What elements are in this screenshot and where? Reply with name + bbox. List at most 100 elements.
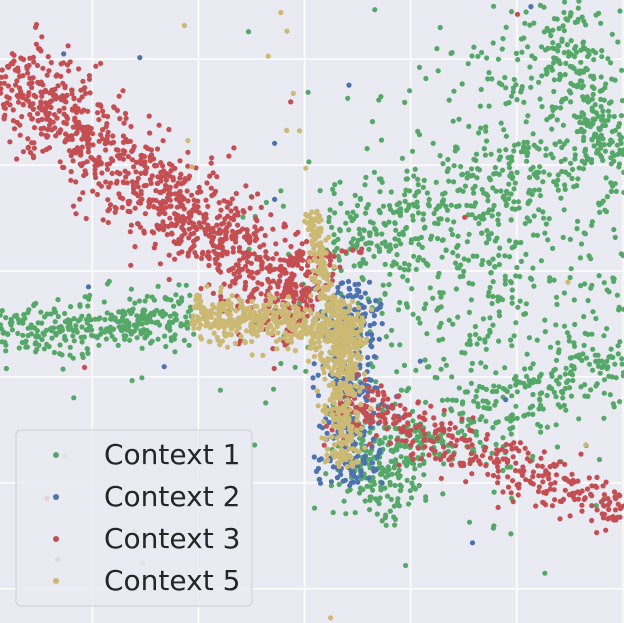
point-context-1 — [484, 55, 490, 61]
point-context-3 — [410, 451, 416, 457]
point-context-3 — [527, 478, 533, 484]
point-context-5 — [239, 298, 245, 304]
point-context-3 — [198, 189, 204, 195]
point-context-1 — [403, 461, 409, 467]
point-context-3 — [182, 176, 188, 182]
point-context-1 — [545, 45, 551, 52]
point-context-5 — [311, 353, 317, 360]
point-context-1 — [382, 291, 388, 297]
point-context-1 — [460, 399, 466, 405]
point-context-1 — [379, 440, 385, 446]
point-context-3 — [106, 184, 112, 190]
point-context-2 — [354, 287, 360, 293]
point-context-1 — [409, 286, 415, 292]
point-context-3 — [510, 499, 516, 505]
point-context-1 — [416, 241, 422, 247]
point-context-3 — [70, 158, 76, 164]
point-context-1 — [382, 261, 388, 267]
point-context-3 — [331, 253, 337, 259]
point-context-3 — [594, 530, 600, 536]
point-context-3 — [210, 290, 216, 296]
point-context-3 — [152, 241, 158, 247]
point-context-3 — [69, 107, 76, 113]
point-context-3 — [394, 437, 400, 443]
point-context-2 — [346, 82, 352, 88]
point-context-5 — [322, 376, 328, 382]
legend: Context 1 Context 2 Context 3 Context 5 — [15, 429, 253, 607]
point-context-3 — [606, 506, 612, 513]
point-context-5 — [181, 22, 187, 29]
point-context-1 — [573, 44, 579, 50]
point-context-1 — [495, 294, 501, 300]
point-context-5 — [252, 318, 258, 324]
point-context-3 — [143, 169, 149, 175]
point-context-3 — [219, 251, 225, 257]
point-context-1 — [464, 239, 470, 245]
point-context-1 — [577, 70, 583, 76]
point-context-2 — [350, 442, 356, 448]
point-context-1 — [473, 394, 479, 400]
point-context-1 — [466, 280, 472, 286]
point-context-1 — [350, 236, 357, 242]
point-context-1 — [486, 103, 492, 109]
point-context-1 — [142, 307, 148, 313]
point-context-3 — [192, 250, 198, 256]
point-context-1 — [539, 73, 545, 79]
point-context-1 — [595, 139, 602, 145]
point-context-1 — [592, 102, 598, 108]
point-context-3 — [282, 342, 288, 348]
point-context-1 — [349, 218, 355, 224]
point-context-1 — [450, 321, 456, 327]
point-context-3 — [209, 193, 215, 199]
point-context-1 — [517, 273, 523, 280]
point-context-1 — [590, 346, 596, 352]
point-context-5 — [311, 237, 317, 243]
point-context-1 — [317, 188, 323, 194]
point-context-2 — [370, 436, 376, 442]
point-context-5 — [361, 371, 368, 377]
point-context-5 — [348, 320, 354, 326]
point-context-1 — [525, 150, 531, 156]
point-context-1 — [409, 408, 416, 414]
point-context-2 — [362, 460, 368, 466]
point-context-1 — [485, 293, 491, 299]
point-context-3 — [270, 256, 276, 262]
point-context-3 — [69, 91, 75, 97]
point-context-1 — [271, 386, 277, 392]
point-context-5 — [317, 344, 323, 350]
point-context-1 — [421, 225, 427, 231]
point-context-1 — [371, 481, 377, 487]
point-context-1 — [464, 170, 471, 176]
point-context-1 — [379, 470, 385, 476]
point-context-3 — [69, 87, 75, 93]
point-context-1 — [606, 141, 612, 148]
point-context-1 — [487, 177, 493, 183]
point-context-1 — [457, 411, 463, 417]
point-context-3 — [467, 457, 473, 463]
point-context-3 — [29, 116, 35, 122]
point-context-1 — [363, 241, 369, 247]
point-context-1 — [525, 144, 532, 150]
point-context-1 — [436, 216, 442, 222]
point-context-1 — [167, 320, 173, 326]
point-context-1 — [544, 69, 550, 75]
point-context-1 — [448, 202, 454, 208]
point-context-3 — [109, 170, 115, 176]
point-context-1 — [614, 292, 621, 298]
point-context-1 — [493, 170, 499, 176]
point-context-1 — [588, 387, 594, 393]
point-context-5 — [308, 310, 314, 316]
point-context-1 — [530, 131, 536, 137]
point-context-3 — [148, 180, 154, 186]
point-context-1 — [382, 435, 388, 441]
point-context-1 — [162, 333, 168, 339]
point-context-3 — [505, 484, 512, 490]
point-context-5 — [359, 425, 365, 431]
point-context-1 — [561, 402, 567, 408]
point-context-1 — [497, 245, 503, 251]
point-context-5 — [345, 345, 351, 351]
point-context-3 — [415, 445, 421, 451]
point-context-1 — [480, 398, 486, 404]
point-context-1 — [602, 122, 609, 129]
point-context-1 — [543, 146, 549, 152]
